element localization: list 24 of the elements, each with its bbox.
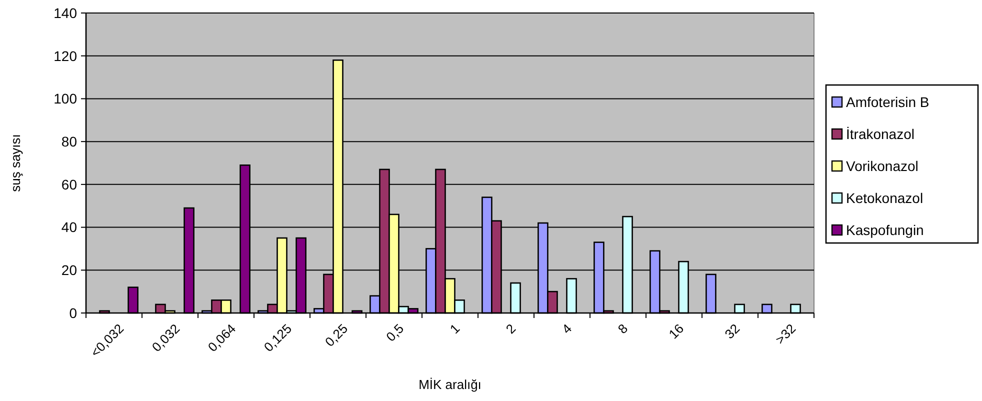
y-tick-label: 120	[54, 48, 78, 64]
x-tick-label: 1	[446, 320, 463, 337]
legend-label: İtrakonazol	[846, 126, 914, 142]
y-tick-label: 60	[61, 176, 78, 192]
y-axis-title: suş sayısı	[8, 134, 23, 192]
legend-label: Vorikonazol	[846, 158, 918, 174]
y-tick-label: 20	[61, 262, 78, 278]
x-tick-label: 16	[666, 320, 687, 342]
x-tick-label: 2	[502, 320, 519, 337]
x-tick-label: 8	[614, 320, 631, 337]
y-tick-label: 100	[54, 90, 78, 107]
x-tick-label: >32	[772, 320, 799, 348]
legend-label: Kaspofungin	[846, 222, 924, 238]
x-tick-label: 0,25	[322, 320, 351, 350]
x-tick-label: 32	[722, 320, 743, 342]
x-tick-label: 0,5	[383, 320, 407, 344]
legend-label: Amfoterisin B	[846, 94, 930, 110]
x-axis-title: MİK aralığı	[418, 377, 482, 392]
y-tick-label: 140	[54, 4, 78, 21]
legend-label: Ketokonazol	[846, 190, 924, 206]
y-tick-label: 40	[61, 219, 78, 236]
y-tick-label: 80	[61, 133, 78, 150]
x-tick-label: 4	[558, 320, 575, 337]
y-tick-label: 0	[69, 304, 78, 321]
